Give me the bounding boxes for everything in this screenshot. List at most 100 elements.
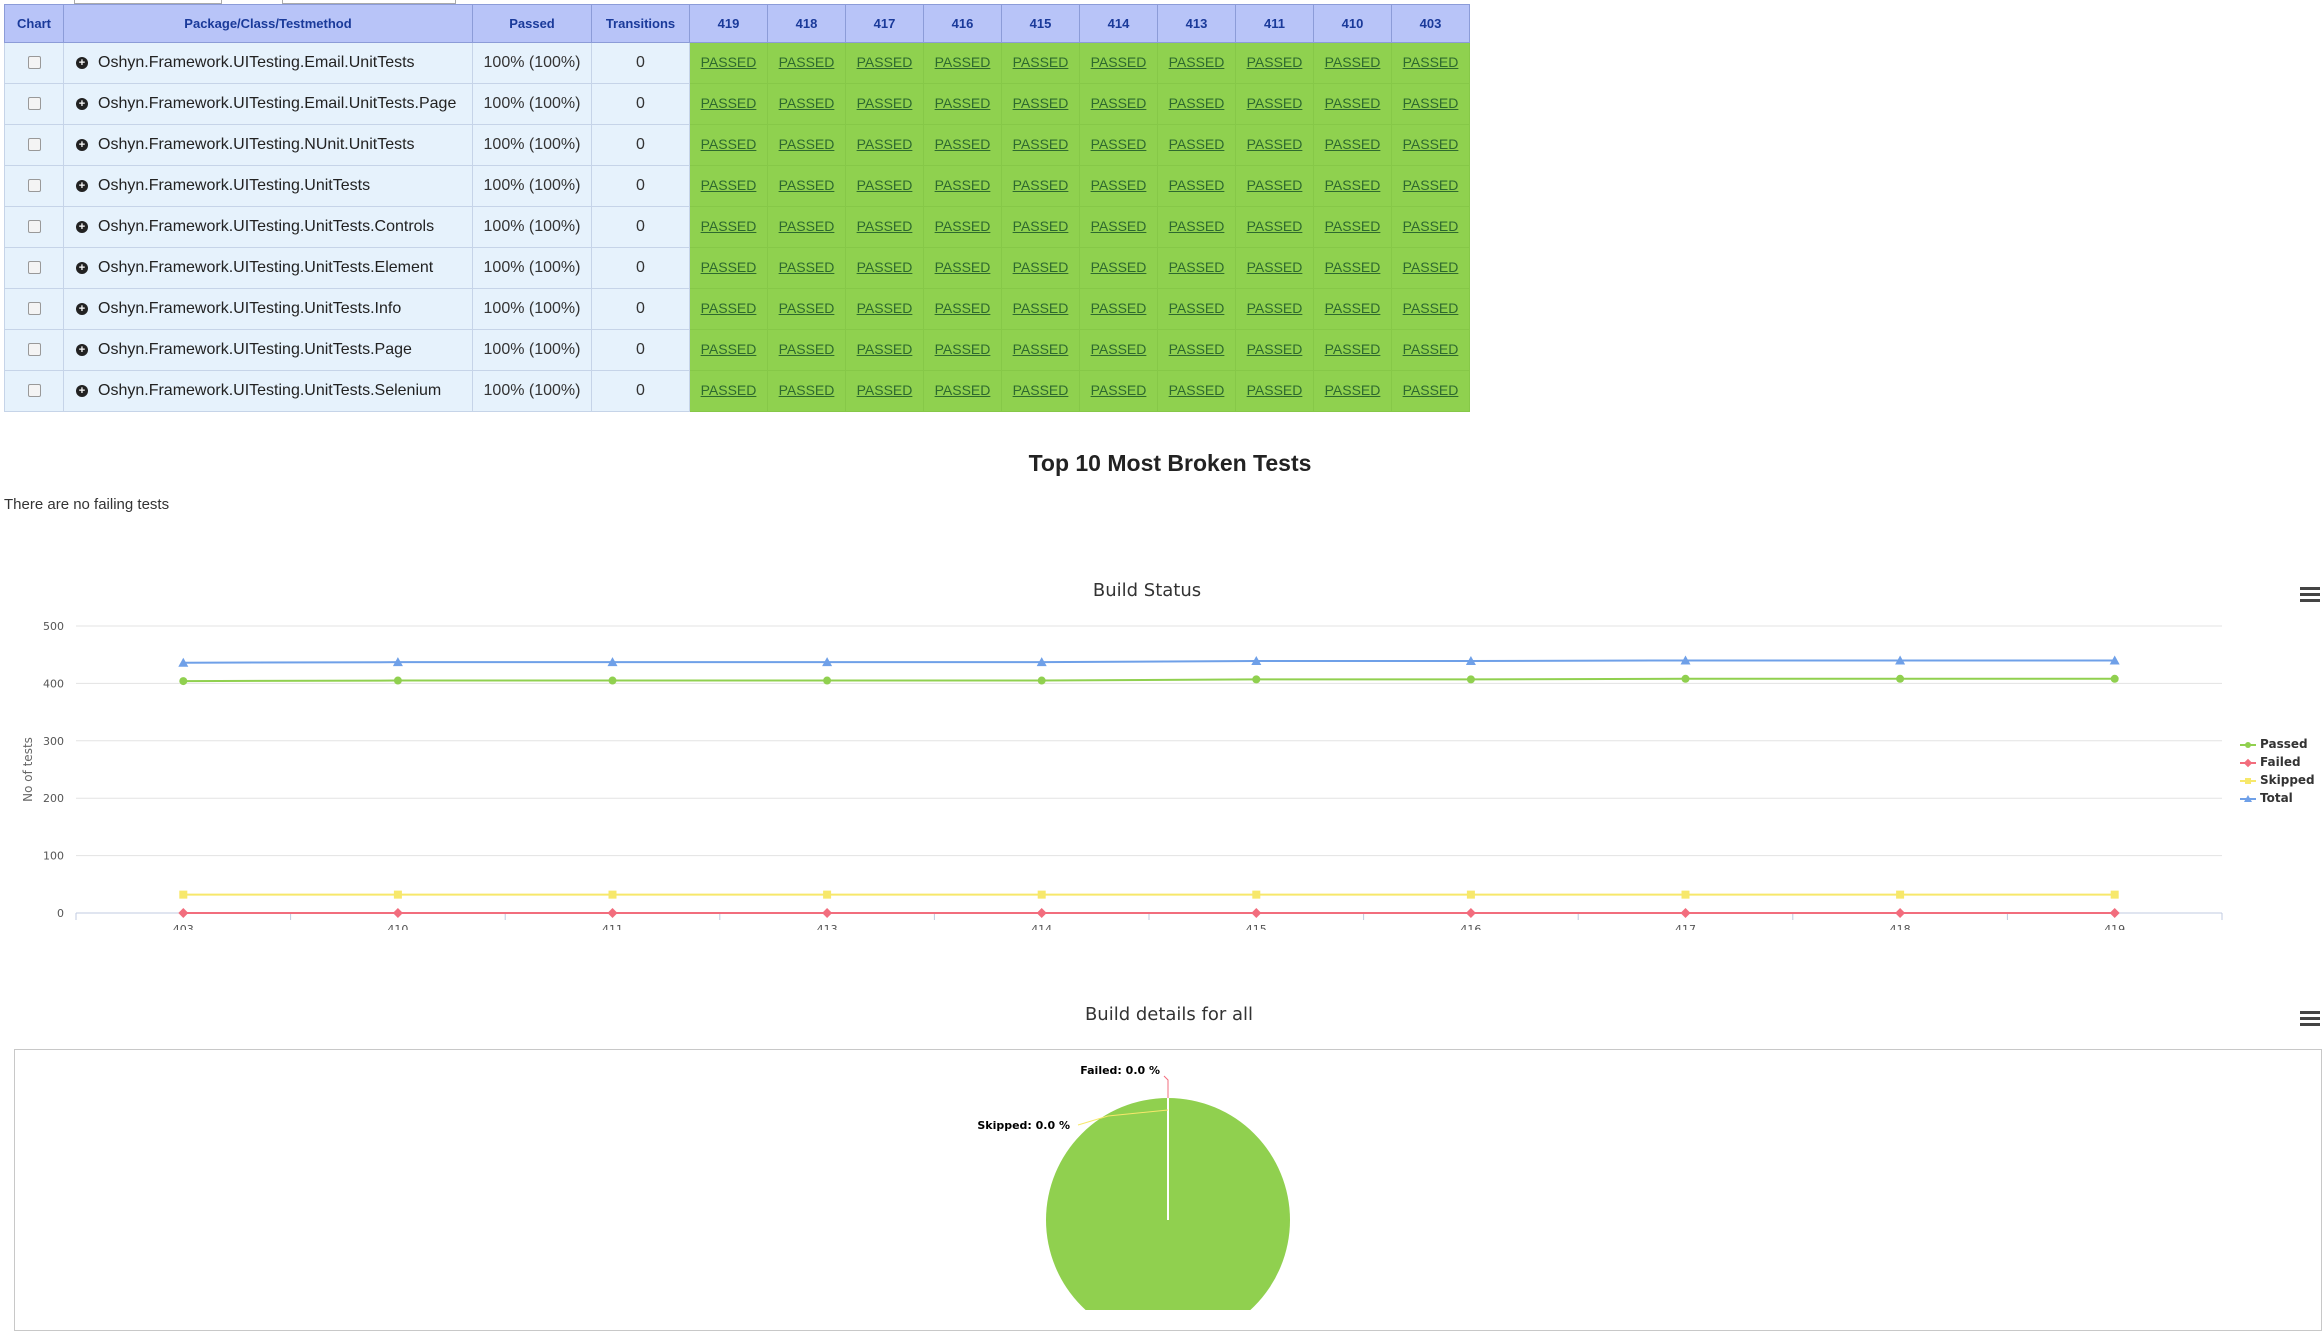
build-status-link[interactable]: PASSED: [1090, 218, 1147, 234]
data-point-failed[interactable]: [607, 908, 618, 918]
build-status-link[interactable]: PASSED: [1402, 177, 1459, 193]
data-point-skipped[interactable]: [823, 890, 832, 899]
build-status-link[interactable]: PASSED: [1090, 177, 1147, 193]
expand-plus-icon[interactable]: +: [76, 97, 88, 110]
build-status-link[interactable]: PASSED: [778, 382, 835, 398]
build-status-link[interactable]: PASSED: [1012, 300, 1069, 316]
build-status-link[interactable]: PASSED: [1168, 95, 1225, 111]
build-status-link[interactable]: PASSED: [1324, 341, 1381, 357]
column-header-build[interactable]: 415: [1001, 4, 1080, 43]
build-status-link[interactable]: PASSED: [778, 54, 835, 70]
expand-plus-icon[interactable]: +: [76, 56, 88, 69]
data-point-skipped[interactable]: [608, 890, 617, 899]
data-point-total[interactable]: [1895, 655, 1906, 665]
build-status-link[interactable]: PASSED: [856, 341, 913, 357]
build-status-link[interactable]: PASSED: [1402, 218, 1459, 234]
data-point-skipped[interactable]: [1466, 890, 1475, 899]
build-status-link[interactable]: PASSED: [1168, 300, 1225, 316]
build-status-link[interactable]: PASSED: [1012, 218, 1069, 234]
build-status-link[interactable]: PASSED: [1402, 95, 1459, 111]
build-status-link[interactable]: PASSED: [856, 177, 913, 193]
filter-field-right[interactable]: [282, 0, 456, 4]
data-point-failed[interactable]: [1465, 908, 1476, 918]
build-status-link[interactable]: PASSED: [700, 136, 757, 152]
build-status-link[interactable]: PASSED: [1168, 382, 1225, 398]
data-point-failed[interactable]: [178, 908, 189, 918]
build-status-link[interactable]: PASSED: [1402, 300, 1459, 316]
build-status-link[interactable]: PASSED: [1324, 218, 1381, 234]
chart-checkbox[interactable]: [27, 97, 41, 111]
build-status-link[interactable]: PASSED: [1168, 177, 1225, 193]
legend-item-total[interactable]: Total: [2240, 789, 2315, 807]
build-status-link[interactable]: PASSED: [934, 218, 991, 234]
build-status-link[interactable]: PASSED: [856, 382, 913, 398]
build-status-link[interactable]: PASSED: [934, 95, 991, 111]
expand-plus-icon[interactable]: +: [76, 302, 88, 315]
build-status-link[interactable]: PASSED: [778, 136, 835, 152]
data-point-total[interactable]: [1036, 657, 1047, 667]
chart-checkbox[interactable]: [27, 261, 41, 275]
column-header-package[interactable]: Package/Class/Testmethod: [63, 4, 473, 43]
build-status-link[interactable]: PASSED: [1012, 136, 1069, 152]
build-status-link[interactable]: PASSED: [1402, 341, 1459, 357]
build-status-link[interactable]: PASSED: [1324, 136, 1381, 152]
build-status-link[interactable]: PASSED: [778, 259, 835, 275]
data-point-total[interactable]: [2109, 655, 2120, 665]
build-status-link[interactable]: PASSED: [778, 218, 835, 234]
chart-checkbox[interactable]: [27, 302, 41, 316]
build-status-link[interactable]: PASSED: [1090, 382, 1147, 398]
data-point-passed[interactable]: [393, 676, 402, 685]
build-status-link[interactable]: PASSED: [934, 259, 991, 275]
column-header-chart[interactable]: Chart: [4, 4, 64, 43]
build-status-link[interactable]: PASSED: [700, 300, 757, 316]
build-status-link[interactable]: PASSED: [1090, 259, 1147, 275]
data-point-failed[interactable]: [1251, 908, 1262, 918]
build-status-link[interactable]: PASSED: [700, 177, 757, 193]
expand-plus-icon[interactable]: +: [76, 343, 88, 356]
column-header-build[interactable]: 416: [923, 4, 1002, 43]
hamburger-menu-icon[interactable]: [2300, 587, 2320, 603]
build-status-link[interactable]: PASSED: [700, 95, 757, 111]
build-status-link[interactable]: PASSED: [700, 382, 757, 398]
column-header-build[interactable]: 414: [1079, 4, 1158, 43]
column-header-passed[interactable]: Passed: [472, 4, 592, 43]
build-status-link[interactable]: PASSED: [934, 382, 991, 398]
expand-plus-icon[interactable]: +: [76, 261, 88, 274]
data-point-passed[interactable]: [608, 676, 617, 685]
build-status-link[interactable]: PASSED: [1246, 95, 1303, 111]
build-status-link[interactable]: PASSED: [856, 95, 913, 111]
build-status-link[interactable]: PASSED: [1246, 300, 1303, 316]
data-point-passed[interactable]: [1896, 674, 1905, 683]
build-status-link[interactable]: PASSED: [1012, 54, 1069, 70]
build-status-link[interactable]: PASSED: [1402, 136, 1459, 152]
build-status-link[interactable]: PASSED: [856, 259, 913, 275]
data-point-skipped[interactable]: [2110, 890, 2119, 899]
legend-item-passed[interactable]: Passed: [2240, 735, 2315, 753]
data-point-skipped[interactable]: [1896, 890, 1905, 899]
data-point-failed[interactable]: [822, 908, 833, 918]
data-point-failed[interactable]: [1036, 908, 1047, 918]
column-header-build[interactable]: 413: [1157, 4, 1236, 43]
build-status-link[interactable]: PASSED: [700, 218, 757, 234]
build-status-link[interactable]: PASSED: [700, 259, 757, 275]
build-status-link[interactable]: PASSED: [1402, 54, 1459, 70]
data-point-failed[interactable]: [1895, 908, 1906, 918]
build-status-link[interactable]: PASSED: [1402, 259, 1459, 275]
data-point-skipped[interactable]: [1037, 890, 1046, 899]
build-status-link[interactable]: PASSED: [856, 300, 913, 316]
chart-checkbox[interactable]: [27, 138, 41, 152]
data-point-total[interactable]: [392, 657, 403, 667]
build-status-link[interactable]: PASSED: [934, 136, 991, 152]
data-point-failed[interactable]: [2109, 908, 2120, 918]
build-status-link[interactable]: PASSED: [1012, 341, 1069, 357]
filter-field-left[interactable]: [74, 0, 222, 4]
build-status-link[interactable]: PASSED: [1168, 54, 1225, 70]
build-status-link[interactable]: PASSED: [1246, 259, 1303, 275]
build-status-link[interactable]: PASSED: [934, 54, 991, 70]
build-status-link[interactable]: PASSED: [700, 54, 757, 70]
data-point-skipped[interactable]: [1252, 890, 1261, 899]
build-status-link[interactable]: PASSED: [934, 177, 991, 193]
column-header-build[interactable]: 411: [1235, 4, 1314, 43]
build-status-link[interactable]: PASSED: [1324, 300, 1381, 316]
build-status-link[interactable]: PASSED: [934, 341, 991, 357]
